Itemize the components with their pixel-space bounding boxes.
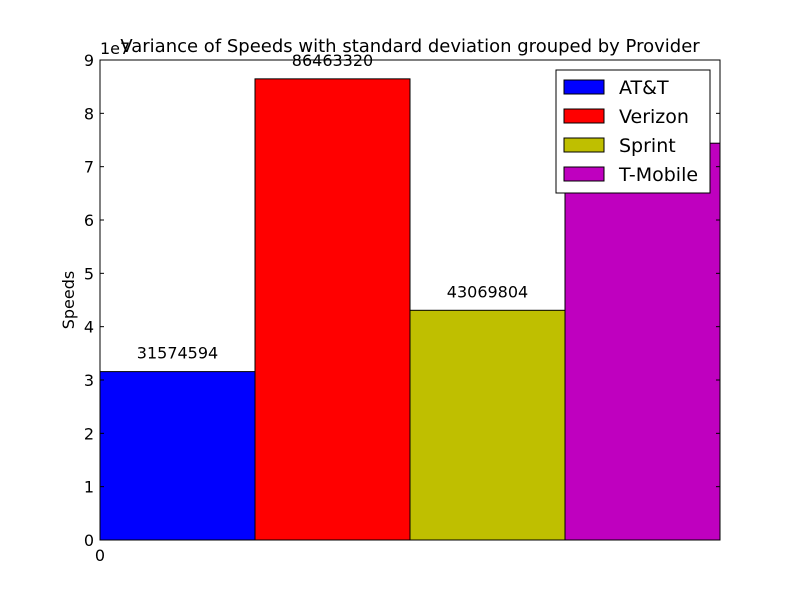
- y-tick-label: 5: [84, 264, 94, 283]
- legend-label-t-mobile: T-Mobile: [618, 164, 698, 186]
- y-tick-label: 7: [84, 158, 94, 177]
- y-tick-label: 2: [84, 424, 94, 443]
- y-tick-label: 9: [84, 51, 94, 70]
- y-axis-label: Speeds: [59, 271, 78, 330]
- bar-at-t: [99, 371, 256, 541]
- y-tick-label: 8: [84, 104, 94, 123]
- bar-sprint: [409, 309, 566, 541]
- bar-verizon: [254, 78, 411, 541]
- y-tick-label: 1: [84, 478, 94, 497]
- legend-label-sprint: Sprint: [619, 135, 676, 157]
- bar-t-mobile: [564, 142, 721, 541]
- bar-value-label-at-t: 31574594: [137, 344, 218, 363]
- legend-swatch-verizon: [563, 108, 605, 124]
- y-tick-label: 6: [84, 211, 94, 230]
- legend-label-at-t: AT&T: [619, 77, 669, 99]
- legend-swatch-t-mobile: [563, 166, 605, 182]
- y-tick-label: 0: [84, 531, 94, 550]
- y-ticks-group: 0 1 2 3 4 5 6 7 8 9: [84, 51, 720, 550]
- legend-swatch-at-t: [563, 79, 605, 95]
- legend: AT&T Verizon Sprint T-Mobile: [555, 69, 711, 194]
- chart-title: Variance of Speeds with standard deviati…: [120, 36, 700, 57]
- bar-value-label-sprint: 43069804: [447, 282, 528, 301]
- legend-label-verizon: Verizon: [619, 106, 689, 128]
- y-tick-label: 4: [84, 318, 94, 337]
- x-tick-label: 0: [95, 546, 105, 565]
- y-offset-label: 1e7: [100, 39, 130, 58]
- y-tick-label: 3: [84, 371, 94, 390]
- legend-swatch-sprint: [563, 137, 605, 153]
- bars-group: [99, 78, 721, 541]
- axes-frame: [99, 59, 721, 541]
